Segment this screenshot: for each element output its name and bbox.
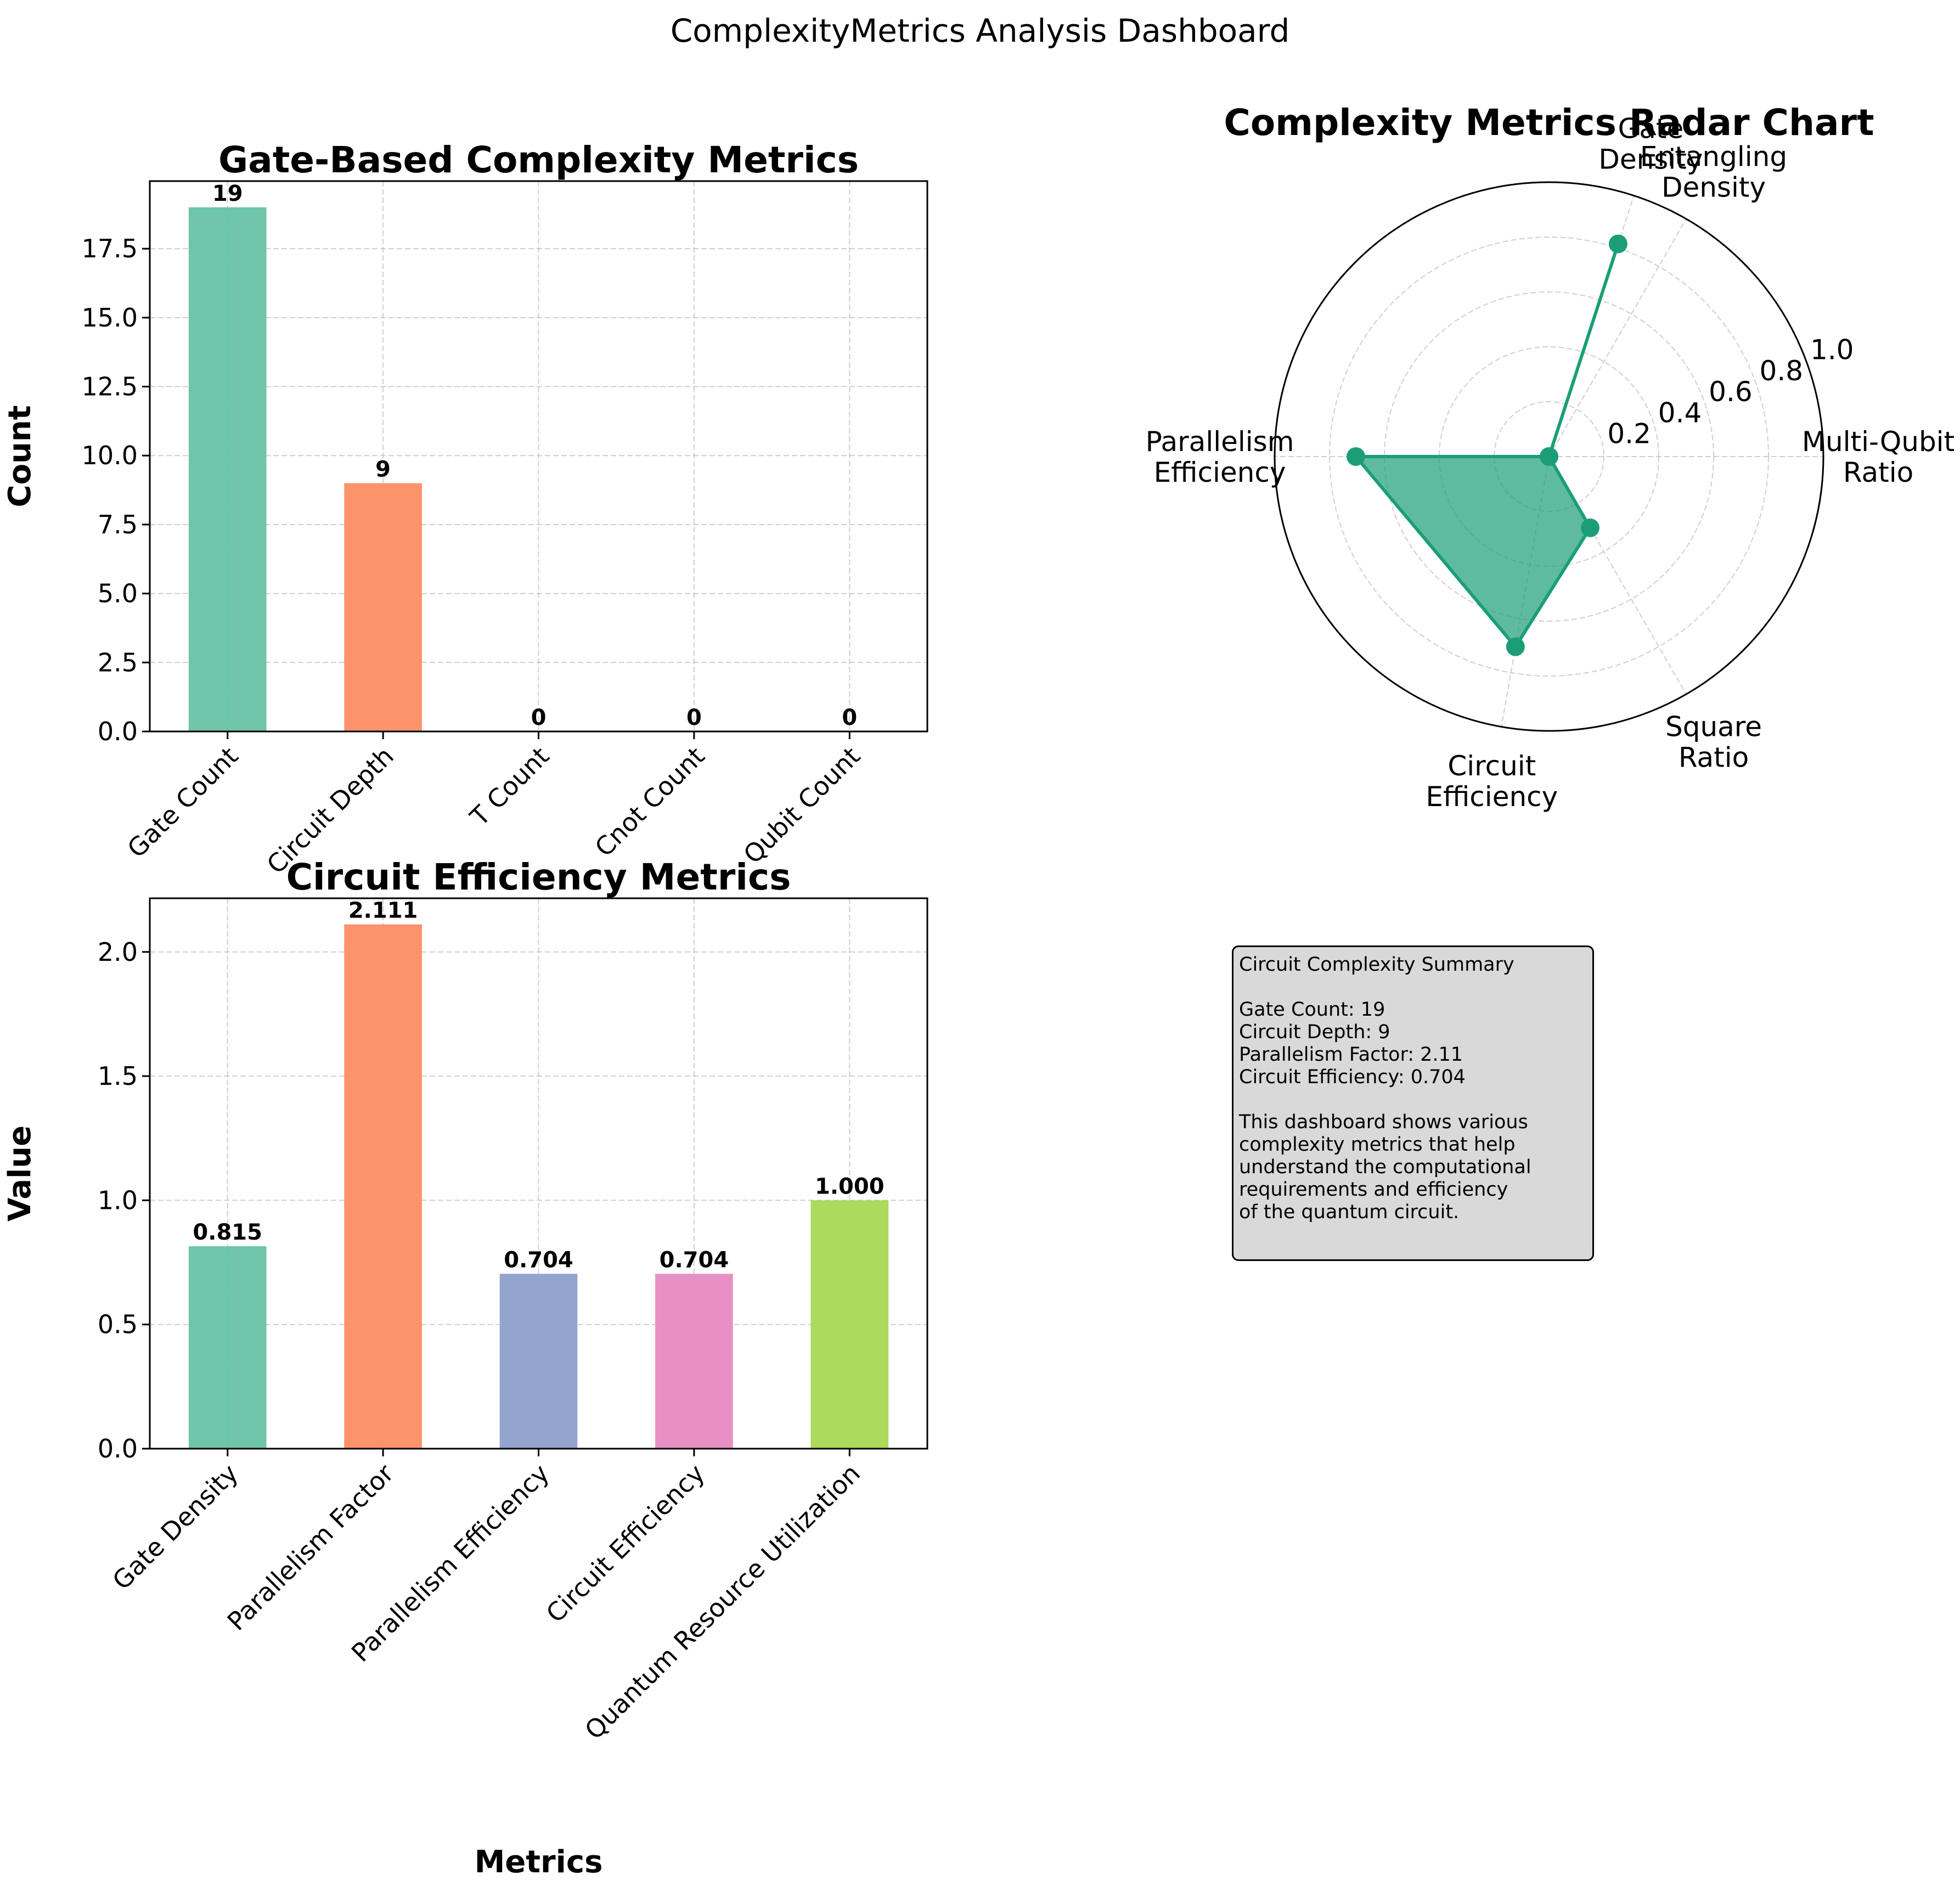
x-tick-label: Circuit Efficiency (540, 1459, 711, 1629)
y-tick-label: 17.5 (82, 234, 138, 263)
radar-r-tick-label: 1.0 (1810, 334, 1854, 366)
x-tick-label: Gate Density (106, 1459, 244, 1596)
y-tick-label: 0.5 (98, 1310, 138, 1339)
bar-value-label: 2.111 (348, 898, 418, 924)
radar-outer-circle (1274, 181, 1824, 732)
x-tick-label: Quantum Resource Utilization (579, 1459, 866, 1746)
bar (188, 207, 267, 731)
y-tick-label: 12.5 (82, 372, 138, 402)
radar-point (1540, 447, 1558, 466)
y-tick-label: 0.0 (98, 717, 138, 746)
radar-point (1506, 637, 1525, 656)
summary-line: Circuit Efficiency: 0.704 (1239, 1066, 1466, 1088)
summary-box: Circuit Complexity Summary Gate Count: 1… (1232, 945, 1594, 1261)
chart-title: Circuit Efficiency Metrics (286, 856, 791, 898)
bar (188, 1246, 267, 1449)
radar-r-tick-label: 0.6 (1709, 376, 1753, 408)
summary-description-line: requirements and efficiency (1239, 1179, 1508, 1201)
y-axis-label: Count (2, 405, 38, 507)
radar-axis-label: Circuit Efficiency (1426, 750, 1558, 813)
radar-point (1608, 234, 1627, 254)
efficiency-metrics-chart: 0.815 2.111 0.704 0.704 1.000 0.0 0.5 1.0 1.5 2.0… (2, 856, 928, 1880)
summary-line: Parallelism Factor: 2.11 (1239, 1044, 1463, 1066)
y-tick-label: 7.5 (98, 510, 138, 539)
radar-axis-label: Multi-Qubit Ratio (1802, 426, 1955, 488)
bar-value-label: 0.704 (660, 1247, 729, 1273)
radar-chart: 0.20.40.60.81.0 Multi-Qubit Ratio Gate Densi… (1146, 102, 1955, 813)
y-tick-label: 0.0 (98, 1434, 138, 1463)
bar-value-label: 9 (375, 457, 391, 482)
radar-point (1581, 518, 1599, 537)
summary-description-line: complexity metrics that help (1239, 1134, 1516, 1156)
bar-value-label: 0.704 (504, 1247, 573, 1273)
bar-value-label: 0 (842, 705, 857, 730)
summary-spacer (1239, 976, 1587, 999)
x-tick-label: Parallelism Factor (222, 1459, 399, 1636)
figure-title: ComplexityMetrics Analysis Dashboard (671, 12, 1290, 49)
y-axis-label: Value (2, 1125, 38, 1221)
radar-axis-label: Entangling Density (1640, 140, 1787, 203)
bar-value-label: 1.000 (815, 1174, 885, 1199)
bar (344, 924, 422, 1449)
y-tick-label: 15.0 (82, 303, 138, 333)
x-tick-label: Gate Count (121, 741, 244, 864)
radar-r-tick-label: 0.8 (1760, 355, 1804, 387)
bar-value-label: 19 (212, 181, 243, 206)
bar-value-label: 0 (531, 705, 547, 730)
summary-line: Gate Count: 19 (1239, 999, 1385, 1021)
radar-r-tick-label: 0.2 (1607, 418, 1651, 450)
radar-axis-label: Gate Density (1598, 112, 1703, 175)
bar-value-label: 0 (686, 705, 702, 730)
x-tick-label: Qubit Count (737, 741, 866, 870)
y-tick-label: 2.0 (98, 937, 138, 967)
summary-title: Circuit Complexity Summary (1239, 954, 1514, 976)
x-tick-label: Cnot Count (589, 741, 711, 863)
bar (655, 1274, 733, 1449)
x-tick-label: T Count (464, 741, 555, 832)
bar (499, 1274, 578, 1449)
x-axis-label: Metrics (475, 1844, 603, 1880)
bar-value-label: 0.815 (193, 1220, 262, 1245)
y-tick-label: 2.5 (98, 648, 138, 677)
summary-description-line: of the quantum circuit. (1239, 1201, 1460, 1223)
radar-r-tick-label: 0.4 (1658, 397, 1702, 429)
summary-description-line: This dashboard shows various (1239, 1111, 1528, 1133)
y-tick-label: 1.5 (98, 1061, 138, 1091)
radar-point (1347, 447, 1365, 466)
radar-axis-label: Parallelism Efficiency (1146, 426, 1294, 488)
chart-title: Complexity Metrics Radar Chart (1224, 102, 1874, 144)
y-tick-label: 5.0 (98, 579, 138, 609)
radar-spoke (1548, 218, 1687, 457)
bar (344, 483, 422, 731)
summary-line: Circuit Depth: 9 (1239, 1021, 1390, 1043)
summary-description-line: understand the computational (1239, 1156, 1531, 1178)
y-tick-label: 1.0 (98, 1185, 138, 1215)
gate-metrics-chart: 19 9 0 0 0 0.0 2.5 5.0 7.5 10.0 12.5 15.0 17.5 Gate C… (2, 139, 928, 880)
y-tick-label: 10.0 (82, 441, 138, 470)
bar (810, 1200, 889, 1449)
chart-title: Gate-Based Complexity Metrics (218, 139, 859, 181)
summary-spacer (1239, 1089, 1587, 1111)
radar-axis-label: Square Ratio (1665, 711, 1762, 774)
